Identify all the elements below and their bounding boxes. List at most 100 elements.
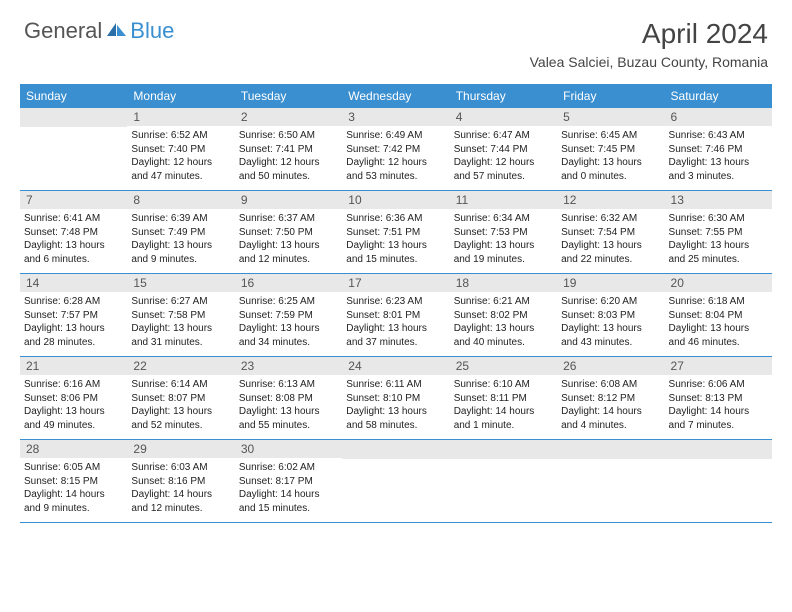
day-cell: 7Sunrise: 6:41 AMSunset: 7:48 PMDaylight… (20, 191, 127, 273)
sunrise-text: Sunrise: 6:11 AM (346, 378, 445, 392)
day-number: 20 (665, 274, 772, 292)
sunset-text: Sunset: 7:58 PM (131, 309, 230, 323)
day-header-cell: Saturday (665, 84, 772, 108)
sunrise-text: Sunrise: 6:25 AM (239, 295, 338, 309)
empty-day-number (20, 108, 127, 127)
sunrise-text: Sunrise: 6:16 AM (24, 378, 123, 392)
day-cell: 18Sunrise: 6:21 AMSunset: 8:02 PMDayligh… (450, 274, 557, 356)
sunset-text: Sunset: 7:46 PM (669, 143, 768, 157)
day-info: Sunrise: 6:23 AMSunset: 8:01 PMDaylight:… (342, 292, 449, 353)
day-info: Sunrise: 6:43 AMSunset: 7:46 PMDaylight:… (665, 126, 772, 187)
day-number: 25 (450, 357, 557, 375)
sunset-text: Sunset: 7:44 PM (454, 143, 553, 157)
sunset-text: Sunset: 8:07 PM (131, 392, 230, 406)
sunrise-text: Sunrise: 6:49 AM (346, 129, 445, 143)
day-number: 4 (450, 108, 557, 126)
page-title: April 2024 (530, 18, 768, 50)
empty-day-number (342, 440, 449, 459)
day-info: Sunrise: 6:28 AMSunset: 7:57 PMDaylight:… (20, 292, 127, 353)
day-cell: 22Sunrise: 6:14 AMSunset: 8:07 PMDayligh… (127, 357, 234, 439)
sunrise-text: Sunrise: 6:08 AM (561, 378, 660, 392)
daylight-text: Daylight: 13 hours and 0 minutes. (561, 156, 660, 183)
day-info: Sunrise: 6:49 AMSunset: 7:42 PMDaylight:… (342, 126, 449, 187)
day-info: Sunrise: 6:50 AMSunset: 7:41 PMDaylight:… (235, 126, 342, 187)
sunrise-text: Sunrise: 6:23 AM (346, 295, 445, 309)
sunset-text: Sunset: 7:40 PM (131, 143, 230, 157)
day-info: Sunrise: 6:05 AMSunset: 8:15 PMDaylight:… (20, 458, 127, 519)
sunrise-text: Sunrise: 6:02 AM (239, 461, 338, 475)
day-cell: 29Sunrise: 6:03 AMSunset: 8:16 PMDayligh… (127, 440, 234, 522)
day-info: Sunrise: 6:27 AMSunset: 7:58 PMDaylight:… (127, 292, 234, 353)
day-cell: 12Sunrise: 6:32 AMSunset: 7:54 PMDayligh… (557, 191, 664, 273)
day-cell (450, 440, 557, 522)
day-cell: 8Sunrise: 6:39 AMSunset: 7:49 PMDaylight… (127, 191, 234, 273)
day-cell: 5Sunrise: 6:45 AMSunset: 7:45 PMDaylight… (557, 108, 664, 190)
sunset-text: Sunset: 7:50 PM (239, 226, 338, 240)
day-header-cell: Friday (557, 84, 664, 108)
sunrise-text: Sunrise: 6:47 AM (454, 129, 553, 143)
sunrise-text: Sunrise: 6:41 AM (24, 212, 123, 226)
week-row: 14Sunrise: 6:28 AMSunset: 7:57 PMDayligh… (20, 274, 772, 357)
logo-text-general: General (24, 18, 102, 44)
day-header-cell: Monday (127, 84, 234, 108)
day-cell: 1Sunrise: 6:52 AMSunset: 7:40 PMDaylight… (127, 108, 234, 190)
day-cell: 23Sunrise: 6:13 AMSunset: 8:08 PMDayligh… (235, 357, 342, 439)
sunset-text: Sunset: 7:57 PM (24, 309, 123, 323)
week-row: 1Sunrise: 6:52 AMSunset: 7:40 PMDaylight… (20, 108, 772, 191)
daylight-text: Daylight: 13 hours and 9 minutes. (131, 239, 230, 266)
logo-flag-icon (106, 20, 128, 43)
sunset-text: Sunset: 8:15 PM (24, 475, 123, 489)
sunrise-text: Sunrise: 6:20 AM (561, 295, 660, 309)
day-cell (342, 440, 449, 522)
sunrise-text: Sunrise: 6:14 AM (131, 378, 230, 392)
day-cell (20, 108, 127, 190)
sunset-text: Sunset: 7:42 PM (346, 143, 445, 157)
sunset-text: Sunset: 7:54 PM (561, 226, 660, 240)
day-number: 19 (557, 274, 664, 292)
empty-day-number (665, 440, 772, 459)
week-row: 7Sunrise: 6:41 AMSunset: 7:48 PMDaylight… (20, 191, 772, 274)
sunrise-text: Sunrise: 6:32 AM (561, 212, 660, 226)
day-cell: 17Sunrise: 6:23 AMSunset: 8:01 PMDayligh… (342, 274, 449, 356)
week-row: 21Sunrise: 6:16 AMSunset: 8:06 PMDayligh… (20, 357, 772, 440)
sunset-text: Sunset: 8:06 PM (24, 392, 123, 406)
sunrise-text: Sunrise: 6:28 AM (24, 295, 123, 309)
daylight-text: Daylight: 12 hours and 57 minutes. (454, 156, 553, 183)
day-number: 5 (557, 108, 664, 126)
sunrise-text: Sunrise: 6:21 AM (454, 295, 553, 309)
day-info: Sunrise: 6:37 AMSunset: 7:50 PMDaylight:… (235, 209, 342, 270)
sunrise-text: Sunrise: 6:37 AM (239, 212, 338, 226)
calendar: SundayMondayTuesdayWednesdayThursdayFrid… (20, 84, 772, 523)
daylight-text: Daylight: 13 hours and 19 minutes. (454, 239, 553, 266)
day-number: 23 (235, 357, 342, 375)
day-header-cell: Wednesday (342, 84, 449, 108)
day-info: Sunrise: 6:41 AMSunset: 7:48 PMDaylight:… (20, 209, 127, 270)
day-info: Sunrise: 6:18 AMSunset: 8:04 PMDaylight:… (665, 292, 772, 353)
day-cell: 10Sunrise: 6:36 AMSunset: 7:51 PMDayligh… (342, 191, 449, 273)
day-info: Sunrise: 6:47 AMSunset: 7:44 PMDaylight:… (450, 126, 557, 187)
daylight-text: Daylight: 14 hours and 7 minutes. (669, 405, 768, 432)
sunrise-text: Sunrise: 6:34 AM (454, 212, 553, 226)
daylight-text: Daylight: 13 hours and 55 minutes. (239, 405, 338, 432)
daylight-text: Daylight: 12 hours and 53 minutes. (346, 156, 445, 183)
day-cell: 24Sunrise: 6:11 AMSunset: 8:10 PMDayligh… (342, 357, 449, 439)
daylight-text: Daylight: 13 hours and 49 minutes. (24, 405, 123, 432)
daylight-text: Daylight: 12 hours and 50 minutes. (239, 156, 338, 183)
day-header-row: SundayMondayTuesdayWednesdayThursdayFrid… (20, 84, 772, 108)
day-header-cell: Sunday (20, 84, 127, 108)
day-header-cell: Thursday (450, 84, 557, 108)
day-number: 15 (127, 274, 234, 292)
day-info: Sunrise: 6:34 AMSunset: 7:53 PMDaylight:… (450, 209, 557, 270)
sunrise-text: Sunrise: 6:03 AM (131, 461, 230, 475)
sunset-text: Sunset: 8:04 PM (669, 309, 768, 323)
day-number: 6 (665, 108, 772, 126)
sunrise-text: Sunrise: 6:06 AM (669, 378, 768, 392)
sunset-text: Sunset: 8:03 PM (561, 309, 660, 323)
day-info: Sunrise: 6:20 AMSunset: 8:03 PMDaylight:… (557, 292, 664, 353)
day-cell: 16Sunrise: 6:25 AMSunset: 7:59 PMDayligh… (235, 274, 342, 356)
day-info: Sunrise: 6:32 AMSunset: 7:54 PMDaylight:… (557, 209, 664, 270)
sunrise-text: Sunrise: 6:27 AM (131, 295, 230, 309)
sunset-text: Sunset: 8:08 PM (239, 392, 338, 406)
sunrise-text: Sunrise: 6:30 AM (669, 212, 768, 226)
sunset-text: Sunset: 8:02 PM (454, 309, 553, 323)
